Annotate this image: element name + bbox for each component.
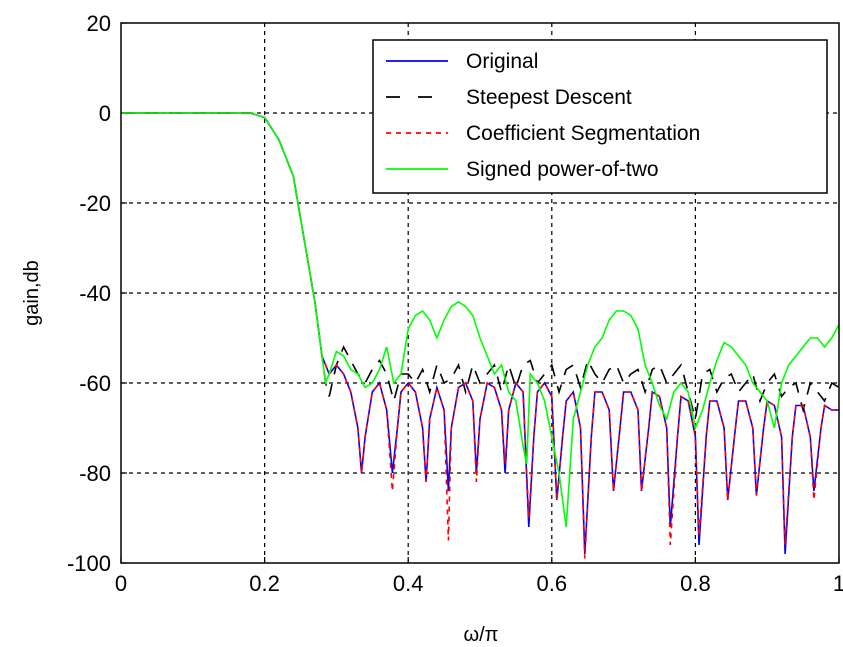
legend-label: Steepest Descent — [466, 86, 632, 109]
series-line-signed-power-of-two — [121, 112, 839, 528]
x-tick-labels: 0 0.2 0.4 0.6 0.8 1 — [115, 571, 843, 596]
legend-box — [372, 39, 828, 194]
y-tick-label: -60 — [79, 371, 111, 396]
y-tick-label: -20 — [79, 191, 111, 216]
y-tick-label: -40 — [79, 281, 111, 306]
legend-label: Signed power-of-two — [466, 158, 659, 181]
x-tick-label: 0.8 — [680, 571, 711, 596]
y-tick-label: 20 — [87, 11, 111, 36]
series-layer — [121, 112, 839, 559]
legend-label: Coefficient Segmentation — [466, 122, 700, 145]
series-line-steepest-descent — [121, 112, 839, 420]
x-tick-label: 0.2 — [249, 571, 280, 596]
y-tick-label: -80 — [79, 461, 111, 486]
y-axis-label: gain,db — [21, 260, 43, 326]
x-axis-label: ω/π — [464, 624, 499, 646]
plot-frame — [120, 22, 840, 564]
x-tick-label: 0.4 — [393, 571, 424, 596]
x-tick-label: 0.6 — [537, 571, 568, 596]
y-tick-labels: 20 0 -20 -40 -60 -80 -100 — [67, 11, 111, 576]
legend-label: Original — [466, 50, 538, 73]
x-tick-label: 0 — [115, 571, 127, 596]
x-tick-label: 1 — [833, 571, 843, 596]
y-tick-label: 0 — [99, 101, 111, 126]
y-tick-label: -100 — [67, 551, 111, 576]
legend: Original Steepest Descent Coefficient Segm… — [372, 39, 828, 194]
